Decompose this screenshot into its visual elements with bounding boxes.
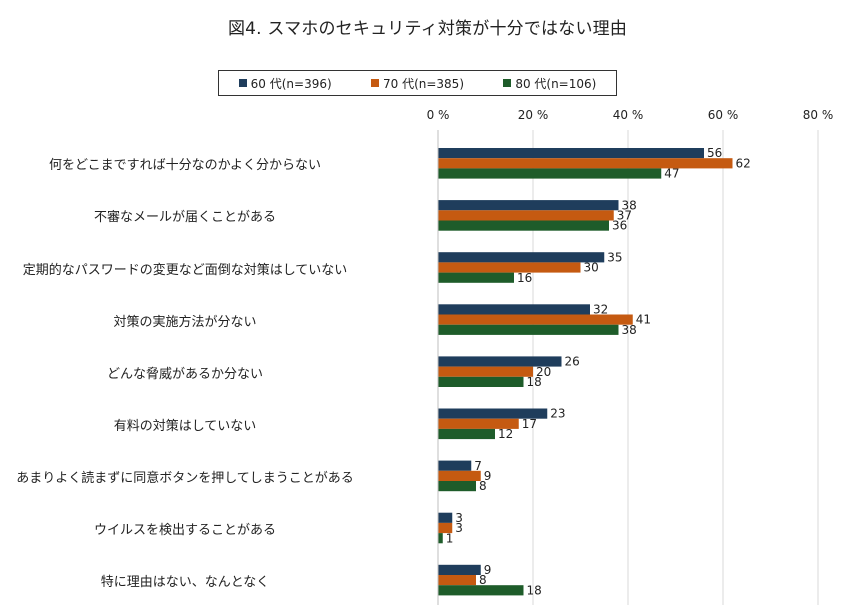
bar-value-label: 18	[527, 583, 542, 597]
x-tick-label: 20 %	[518, 108, 549, 122]
bar-value-label: 38	[622, 198, 637, 212]
bar-value-label: 35	[607, 250, 622, 264]
bar	[438, 200, 619, 211]
category-label: どんな脅威があるか分ない	[106, 366, 263, 382]
x-tick-label: 0 %	[427, 108, 450, 122]
category-label: 何をどこまですれば十分なのかよく分からない	[49, 158, 321, 174]
bar	[438, 533, 443, 544]
bar	[438, 376, 524, 387]
legend-swatch-60	[238, 79, 247, 87]
bar-value-label: 32	[593, 303, 608, 317]
legend-label-70: 70 代(n=385)	[382, 76, 464, 91]
bar	[438, 366, 533, 377]
bar-value-label: 12	[498, 427, 513, 441]
category-label: あまりよく読まずに同意ボタンを押してしまうことがある	[16, 470, 354, 486]
bar	[438, 522, 453, 534]
x-tick-label: 40 %	[613, 108, 644, 122]
legend-swatch-70	[370, 79, 379, 87]
bar	[438, 408, 548, 419]
bar-value-label: 3	[455, 511, 463, 525]
bar	[438, 168, 662, 179]
bar	[438, 158, 733, 169]
bar-value-label: 37	[617, 209, 632, 223]
legend-item-70: 70 代(n=385)	[370, 75, 464, 92]
legend-label-60: 60 代(n=396)	[250, 76, 332, 91]
bar	[438, 262, 581, 273]
bar	[438, 418, 519, 429]
bar	[438, 220, 609, 231]
bar	[438, 304, 590, 315]
bar	[438, 585, 524, 596]
bar-value-label: 16	[517, 271, 532, 285]
bar-value-label: 36	[612, 219, 627, 233]
bar-value-label: 38	[622, 323, 637, 337]
x-tick-label: 60 %	[708, 108, 739, 122]
bar	[438, 210, 614, 221]
bar-value-label: 23	[550, 407, 565, 421]
bar-value-label: 8	[479, 479, 487, 493]
legend-swatch-80	[503, 79, 512, 87]
legend-label-80: 80 代(n=106)	[515, 76, 597, 91]
bar-value-label: 8	[479, 573, 487, 587]
category-label: ウイルスを検出することがある	[93, 523, 276, 538]
legend: 60 代(n=396) 70 代(n=385) 80 代(n=106)	[218, 70, 617, 96]
bar	[438, 470, 481, 481]
category-label: 不審なメールが届くことがある	[93, 210, 276, 226]
bar-value-label: 9	[484, 469, 492, 483]
category-label: 定期的なパスワードの変更など面倒な対策はしていない	[22, 262, 348, 278]
bar-value-label: 20	[536, 365, 551, 379]
bar	[438, 428, 495, 440]
bar	[438, 272, 514, 283]
bar	[438, 148, 704, 159]
x-tick-label: 80 %	[803, 108, 834, 122]
bar-value-label: 41	[636, 313, 651, 327]
bar-value-label: 1	[446, 531, 454, 545]
category-label: 有料の対策はしていない	[113, 418, 257, 434]
bar	[438, 460, 472, 471]
bar	[438, 481, 476, 492]
bar	[438, 324, 619, 335]
bar	[438, 564, 481, 575]
bar-value-label: 56	[707, 146, 722, 160]
bar-value-label: 18	[527, 375, 542, 389]
bar	[438, 356, 562, 367]
bar	[438, 314, 633, 325]
bar-value-label: 30	[584, 261, 599, 275]
category-label: 対策の実施方法が分ない	[113, 314, 257, 330]
category-label: 特に理由はない、なんとなく	[100, 575, 270, 591]
bar	[438, 512, 453, 523]
bar	[438, 252, 605, 263]
bar-value-label: 26	[565, 355, 580, 369]
legend-item-60: 60 代(n=396)	[238, 75, 332, 92]
bar-value-label: 9	[484, 563, 492, 577]
legend-item-80: 80 代(n=106)	[503, 75, 596, 92]
bar-value-label: 7	[474, 459, 482, 473]
bar-value-label: 17	[522, 417, 537, 431]
chart-title: 図4. スマホのセキュリティ対策が十分ではない理由	[227, 19, 628, 39]
bar-value-label: 62	[736, 156, 751, 170]
bar	[438, 575, 476, 586]
bar-value-label: 47	[664, 167, 679, 181]
bar-value-label: 3	[455, 521, 463, 535]
